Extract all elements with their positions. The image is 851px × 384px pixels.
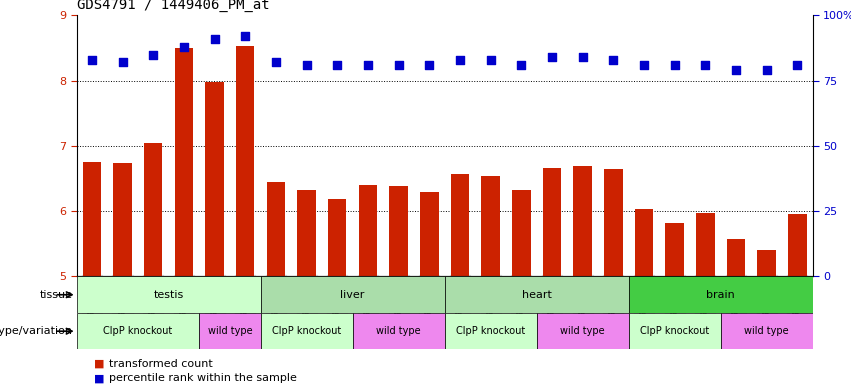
Point	[269, 59, 283, 65]
Bar	[665, 223, 684, 276]
Text: GDS4791 / 1449406_PM_at: GDS4791 / 1449406_PM_at	[77, 0, 269, 12]
Point	[330, 62, 344, 68]
Bar	[629, 276, 813, 313]
Bar	[174, 48, 193, 276]
Bar	[444, 313, 537, 349]
Bar	[390, 186, 408, 276]
Point	[729, 67, 743, 73]
Point	[116, 59, 129, 65]
Bar	[352, 313, 444, 349]
Text: ClpP knockout: ClpP knockout	[456, 326, 525, 336]
Bar	[451, 174, 469, 276]
Bar	[77, 313, 199, 349]
Bar	[635, 209, 654, 276]
Bar	[696, 212, 715, 276]
Text: ■: ■	[94, 359, 107, 369]
Text: wild type: wild type	[208, 326, 252, 336]
Bar	[727, 239, 745, 276]
Text: heart: heart	[522, 290, 551, 300]
Bar	[444, 276, 629, 313]
Text: wild type: wild type	[560, 326, 605, 336]
Text: genotype/variation: genotype/variation	[0, 326, 72, 336]
Bar	[260, 276, 444, 313]
Bar	[482, 176, 500, 276]
Point	[454, 57, 467, 63]
Point	[177, 44, 191, 50]
Point	[699, 62, 712, 68]
Point	[300, 62, 313, 68]
Point	[391, 62, 405, 68]
Bar	[604, 169, 623, 276]
Point	[760, 67, 774, 73]
Bar	[420, 192, 438, 276]
Point	[238, 33, 252, 39]
Bar	[297, 190, 316, 276]
Text: brain: brain	[706, 290, 735, 300]
Bar	[83, 162, 101, 276]
Text: tissue: tissue	[39, 290, 72, 300]
Bar	[199, 313, 260, 349]
Text: testis: testis	[153, 290, 184, 300]
Bar	[113, 163, 132, 276]
Bar	[512, 190, 530, 276]
Text: ClpP knockout: ClpP knockout	[103, 326, 173, 336]
Point	[607, 57, 620, 63]
Text: ClpP knockout: ClpP knockout	[272, 326, 341, 336]
Bar	[359, 185, 377, 276]
Text: transformed count: transformed count	[109, 359, 213, 369]
Bar	[260, 313, 352, 349]
Point	[146, 51, 160, 58]
Point	[576, 54, 590, 60]
Bar	[629, 313, 721, 349]
Bar	[757, 250, 776, 276]
Point	[791, 62, 804, 68]
Text: ■: ■	[94, 373, 107, 383]
Bar	[266, 182, 285, 276]
Point	[422, 62, 436, 68]
Bar	[144, 143, 163, 276]
Point	[85, 57, 99, 63]
Text: percentile rank within the sample: percentile rank within the sample	[109, 373, 297, 383]
Bar	[574, 166, 591, 276]
Point	[545, 54, 559, 60]
Point	[668, 62, 682, 68]
Point	[484, 57, 498, 63]
Bar	[788, 214, 807, 276]
Text: wild type: wild type	[745, 326, 789, 336]
Bar	[236, 46, 254, 276]
Bar	[721, 313, 813, 349]
Text: liver: liver	[340, 290, 365, 300]
Bar	[543, 168, 561, 276]
Point	[515, 62, 528, 68]
Bar	[77, 276, 260, 313]
Bar	[205, 82, 224, 276]
Text: ClpP knockout: ClpP knockout	[640, 326, 709, 336]
Bar	[537, 313, 629, 349]
Point	[361, 62, 374, 68]
Text: wild type: wild type	[376, 326, 421, 336]
Point	[637, 62, 651, 68]
Bar	[328, 199, 346, 276]
Point	[208, 36, 221, 42]
